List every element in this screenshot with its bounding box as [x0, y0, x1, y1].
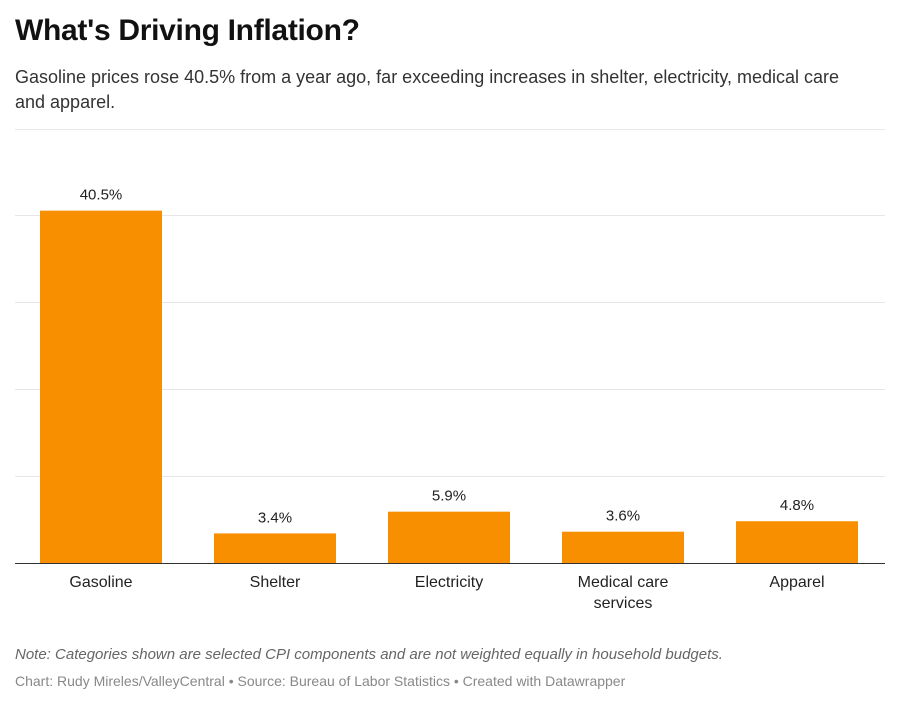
- category-label-1: Shelter: [250, 574, 301, 591]
- bars: [40, 210, 858, 563]
- header-divider: [15, 129, 885, 130]
- chart-note: Note: Categories shown are selected CPI …: [15, 646, 723, 663]
- chart-title: What's Driving Inflation?: [15, 14, 360, 47]
- category-label-0: Gasoline: [69, 574, 132, 591]
- category-label-0-line-0: Gasoline: [69, 574, 132, 591]
- bar-1: [214, 533, 336, 563]
- category-label-3-line-1: services: [594, 595, 653, 612]
- category-label-3: Medical care services: [578, 574, 669, 612]
- bar-chart: 40.5% Gasoline 3.4% Shelter 5.9% Electricity 3…: [15, 187, 885, 612]
- labels: 40.5% Gasoline 3.4% Shelter 5.9% Electricity 3…: [69, 187, 824, 612]
- value-label-1: 3.4%: [258, 509, 292, 526]
- category-label-4: Apparel: [769, 574, 824, 591]
- value-label-4: 4.8%: [780, 497, 814, 514]
- chart-credit: Chart: Rudy Mireles/ValleyCentral • Sour…: [15, 673, 626, 689]
- value-label-2: 5.9%: [432, 488, 466, 505]
- bar-2: [388, 511, 510, 563]
- category-label-3-line-0: Medical care: [578, 574, 669, 591]
- bar-4: [736, 521, 858, 563]
- bar-0: [40, 210, 162, 563]
- value-label-0: 40.5%: [80, 187, 123, 204]
- value-label-3: 3.6%: [606, 508, 640, 525]
- category-label-4-line-0: Apparel: [769, 574, 824, 591]
- category-label-2-line-0: Electricity: [415, 574, 483, 591]
- category-label-2: Electricity: [415, 574, 483, 591]
- category-label-1-line-0: Shelter: [250, 574, 301, 591]
- bar-3: [562, 531, 684, 563]
- chart-subtitle: Gasoline prices rose 40.5% from a year a…: [15, 67, 840, 112]
